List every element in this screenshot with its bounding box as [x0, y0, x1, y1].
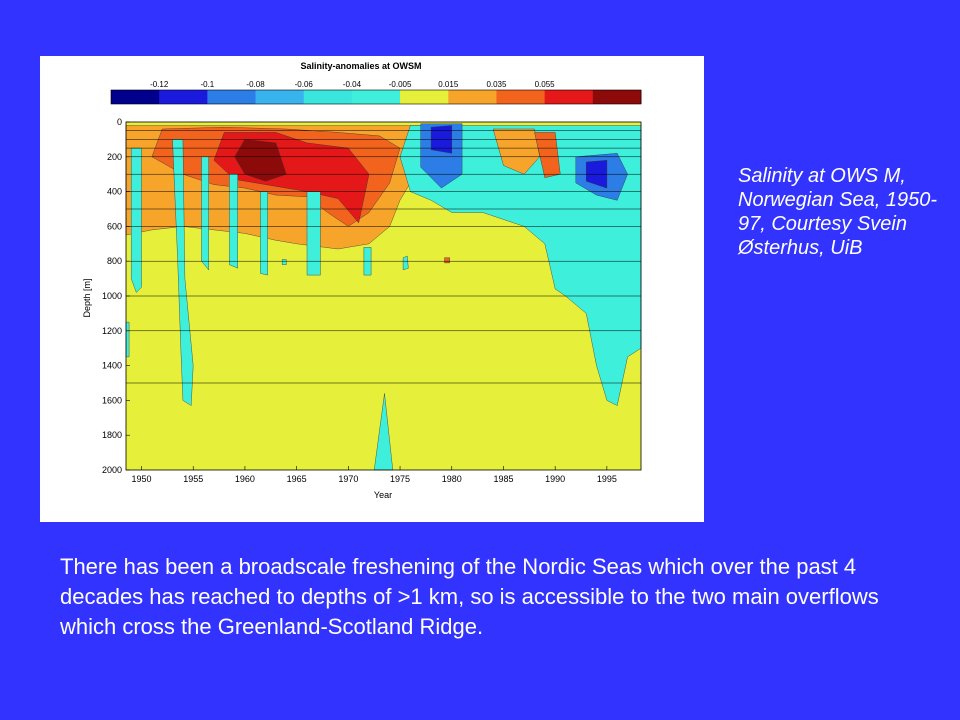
- x-axis-label: Year: [374, 490, 392, 500]
- colorbar-labels: -0.12 -0.1 -0.08 -0.06 -0.04 -0.005 0.015 0.035…: [150, 80, 555, 89]
- chart-title: Salinity-anomalies at OWSM: [300, 61, 421, 71]
- y-tick-label: 200: [107, 152, 122, 162]
- colorbar-tick-label: -0.06: [295, 80, 314, 89]
- anomaly-region-fresh-filament-1967: [306, 191, 321, 276]
- x-tick-label: 1955: [183, 474, 203, 484]
- x-tick-label: 1970: [338, 474, 358, 484]
- figure-panel: Salinity-anomalies at OWSM -0.12 -0.1 -0.0…: [40, 56, 704, 522]
- anomaly-region-fresh-filament-1956: [201, 156, 209, 271]
- anomaly-region-fresh-filament-1953: [172, 139, 194, 406]
- y-tick-label: 1400: [102, 361, 122, 371]
- y-tick-label: 2000: [102, 465, 122, 475]
- colorbar-tick-label: -0.12: [150, 80, 169, 89]
- colorbar-tick-label: 0.015: [438, 80, 459, 89]
- colorbar-tick-label: 0.035: [486, 80, 507, 89]
- colorbar-frame: [110, 89, 642, 105]
- colorbar: [110, 89, 642, 105]
- y-tick-label: 1800: [102, 430, 122, 440]
- colorbar-bin: [207, 90, 257, 104]
- anomaly-region-fresh-filament-1962: [260, 191, 268, 276]
- anomaly-region-fresh-filament-1950: [130, 147, 142, 293]
- colorbar-bin: [448, 90, 497, 104]
- colorbar-tick-label: -0.08: [246, 80, 265, 89]
- y-tick-label: 400: [107, 187, 122, 197]
- anomaly-region-fresh-anomaly-post-1975: [399, 125, 642, 406]
- x-axis-ticks: 1950 1955 1960 1965 1970 1975 1980 1985 1990 1995: [131, 466, 617, 484]
- anomaly-region-speck-1964: [281, 259, 287, 265]
- anomaly-region-fresh-speck-1976: [402, 255, 409, 271]
- colorbar-bin: [496, 90, 546, 104]
- x-tick-label: 1995: [597, 474, 617, 484]
- y-tick-label: 1000: [102, 291, 122, 301]
- anomaly-region-fresh-edge-1948: [125, 321, 130, 358]
- y-tick-label: 1600: [102, 395, 122, 405]
- x-tick-label: 1950: [131, 474, 151, 484]
- y-tick-label: 0: [117, 117, 122, 127]
- anomaly-region-positive-patch-1985: [492, 128, 540, 175]
- depth-grid-lines: [126, 130, 641, 384]
- colorbar-bin: [544, 90, 594, 104]
- colorbar-tick-label: -0.005: [389, 80, 412, 89]
- y-axis-ticks: 0 200 400 600 800 1000 1200 1400 1600 1800 2000: [102, 117, 130, 475]
- colorbar-bin: [159, 90, 208, 104]
- y-tick-label: 1200: [102, 326, 122, 336]
- x-tick-label: 1975: [390, 474, 410, 484]
- colorbar-tick-label: 0.055: [535, 80, 556, 89]
- colorbar-bin: [111, 90, 160, 104]
- salinity-anomaly-chart: Salinity-anomalies at OWSM -0.12 -0.1 -0.0…: [82, 61, 642, 500]
- y-tick-label: 800: [107, 256, 122, 266]
- figure-caption: Salinity at OWS M, Norwegian Sea, 1950-9…: [738, 165, 938, 259]
- x-tick-label: 1965: [287, 474, 307, 484]
- x-tick-label: 1960: [235, 474, 255, 484]
- y-tick-label: 600: [107, 221, 122, 231]
- colorbar-tick-label: -0.1: [200, 80, 214, 89]
- body-text: There has been a broadscale freshening o…: [60, 554, 879, 639]
- colorbar-tick-label: -0.04: [343, 80, 362, 89]
- y-axis-label: Depth [m]: [82, 278, 92, 317]
- colorbar-bin: [303, 90, 353, 104]
- anomaly-region-fresh-filament-1959: [229, 173, 238, 269]
- anomaly-regions: [125, 123, 642, 471]
- x-tick-label: 1985: [493, 474, 513, 484]
- colorbar-bin: [255, 90, 305, 104]
- anomaly-region-speck-1979: [444, 257, 450, 264]
- colorbar-bin: [592, 90, 642, 104]
- x-tick-label: 1980: [442, 474, 462, 484]
- x-tick-label: 1990: [545, 474, 565, 484]
- colorbar-bin: [351, 90, 401, 104]
- colorbar-bin: [400, 90, 449, 104]
